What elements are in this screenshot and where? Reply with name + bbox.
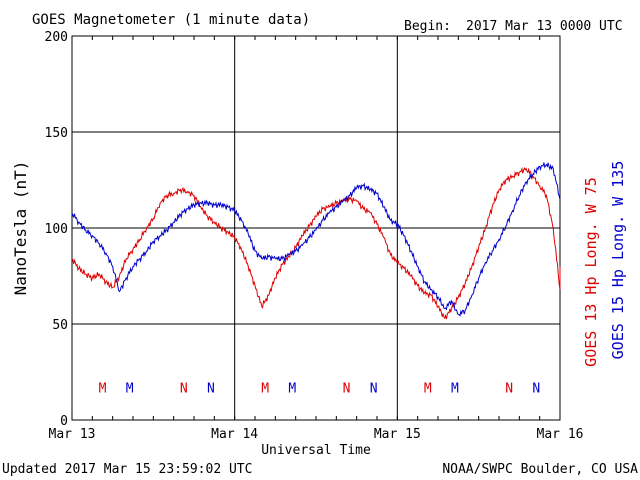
noon-midnight-marker: N: [343, 381, 351, 396]
x-tick-label: Mar 14: [211, 427, 258, 442]
noon-midnight-marker: N: [370, 381, 378, 396]
updated-timestamp: Updated 2017 Mar 15 23:59:02 UTC: [2, 462, 252, 477]
noon-midnight-marker: M: [126, 381, 134, 396]
legend: GOES 13 Hp Long. W 75 GOES 15 Hp Long. W…: [582, 161, 627, 367]
x-tick-label: Mar 15: [374, 427, 421, 442]
x-axis-label: Universal Time: [261, 443, 371, 458]
noon-midnight-marker: N: [505, 381, 513, 396]
noon-midnight-marker: N: [207, 381, 215, 396]
begin-value: 2017 Mar 13 0000 UTC: [466, 19, 623, 34]
series-line-1: [71, 166, 561, 320]
credit-text: NOAA/SWPC Boulder, CO USA: [442, 462, 638, 477]
y-tick-label: 100: [45, 222, 68, 237]
chart-title: GOES Magnetometer (1 minute data): [32, 12, 310, 28]
noon-midnight-marker: M: [424, 381, 432, 396]
noon-midnight-marker: N: [532, 381, 540, 396]
noon-midnight-marker: M: [451, 381, 459, 396]
y-tick-label: 50: [52, 318, 68, 333]
x-tick-label: Mar 13: [49, 427, 96, 442]
series-line-2: [71, 162, 561, 317]
legend-series-2: GOES 15 Hp Long. W 135: [609, 161, 627, 360]
legend-series-1: GOES 13 Hp Long. W 75: [582, 177, 600, 367]
x-tick-label: Mar 16: [537, 427, 584, 442]
noon-midnight-marker: M: [99, 381, 107, 396]
grid: [72, 36, 560, 420]
y-tick-label: 200: [45, 30, 68, 45]
y-axis-label: NanoTesla (nT): [11, 161, 30, 296]
noon-midnight-marker: M: [261, 381, 269, 396]
series-layer: [71, 162, 561, 320]
begin-label: Begin:: [404, 19, 451, 34]
plot-area: 0 50 100 150 200 Mar 13 Mar 14 Mar 15 Mar 16 M M N…: [45, 30, 584, 442]
noon-midnight-marker: N: [180, 381, 188, 396]
noon-midnight-marker: M: [288, 381, 296, 396]
y-tick-label: 0: [60, 414, 68, 429]
axis-ticks: 0 50 100 150 200 Mar 13 Mar 14 Mar 15 Mar 16: [45, 30, 584, 442]
y-tick-label: 150: [45, 126, 68, 141]
